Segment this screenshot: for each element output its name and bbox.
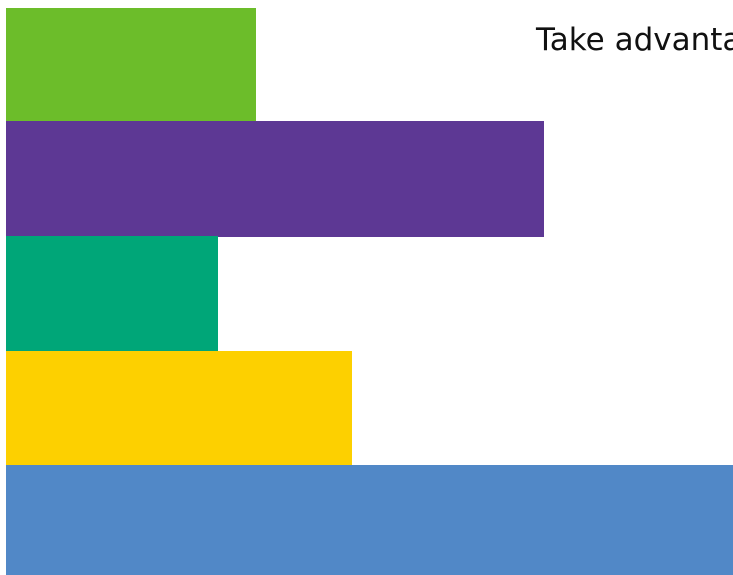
green-bar	[6, 8, 256, 121]
blue-bar	[6, 465, 733, 575]
headline-text: Take advanta	[536, 22, 733, 58]
yellow-bar	[6, 351, 352, 465]
purple-bar	[6, 121, 544, 237]
teal-bar	[6, 236, 218, 351]
